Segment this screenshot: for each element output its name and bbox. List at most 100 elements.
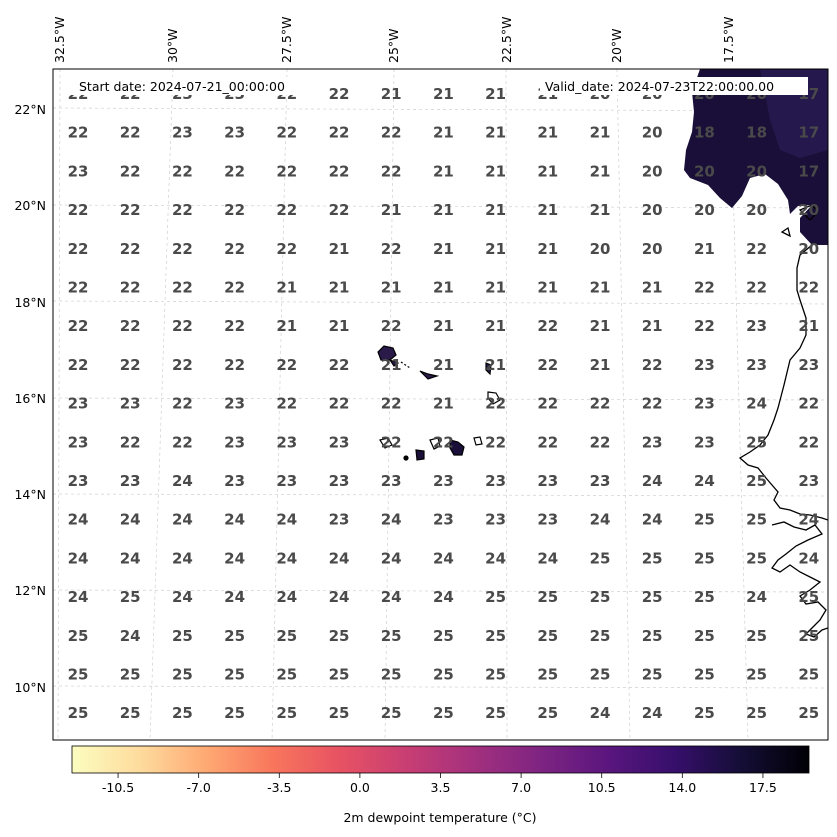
grid-value: 22 xyxy=(224,279,245,297)
grid-value: 24 xyxy=(120,549,141,567)
colorbar-tick-label: 7.0 xyxy=(511,780,531,795)
grid-value: 25 xyxy=(224,666,245,684)
grid-value: 22 xyxy=(694,279,715,297)
grid-value: 25 xyxy=(746,704,767,722)
grid-value: 22 xyxy=(172,240,193,258)
latitude-labels: 22°N 20°N 18°N 16°N 14°N 12°N 10°N xyxy=(14,102,46,695)
grid-value: 23 xyxy=(68,472,89,490)
grid-value: 22 xyxy=(68,356,89,374)
longitude-label: 17.5°W xyxy=(721,17,736,63)
grid-value: 21 xyxy=(537,162,558,180)
grid-value: 23 xyxy=(68,162,89,180)
grid-value: 22 xyxy=(694,317,715,335)
grid-value: 21 xyxy=(485,162,506,180)
grid-value: 25 xyxy=(798,588,819,606)
grid-value: 22 xyxy=(68,279,89,297)
grid-value: 25 xyxy=(172,704,193,722)
grid-value: 25 xyxy=(433,627,454,645)
valid-date-box: Valid_date: 2024-07-23T22:00:00.00 xyxy=(540,77,808,95)
grid-value: 22 xyxy=(172,356,193,374)
grid-value: 23 xyxy=(120,395,141,413)
grid-value: 21 xyxy=(537,279,558,297)
grid-value: 25 xyxy=(746,666,767,684)
grid-value: 22 xyxy=(172,279,193,297)
grid-value: 21 xyxy=(537,240,558,258)
grid-value: 22 xyxy=(537,317,558,335)
grid-value: 22 xyxy=(381,433,402,451)
grid-value: 21 xyxy=(329,240,350,258)
grid-value: 21 xyxy=(485,279,506,297)
grid-value: 22 xyxy=(120,433,141,451)
start-date-box: Start date: 2024-07-21_00:00:00 xyxy=(66,77,311,95)
grid-value: 21 xyxy=(433,356,454,374)
grid-value: 24 xyxy=(120,627,141,645)
grid-value: 22 xyxy=(485,395,506,413)
grid-value: 25 xyxy=(694,704,715,722)
gridlines xyxy=(53,69,828,740)
grid-value: 23 xyxy=(694,356,715,374)
grid-value: 22 xyxy=(329,124,350,142)
grid-value: 24 xyxy=(276,588,297,606)
grid-value: 22 xyxy=(224,240,245,258)
longitude-label: 25°W xyxy=(386,28,401,63)
grid-value: 24 xyxy=(694,472,715,490)
grid-value: 21 xyxy=(642,279,663,297)
grid-value: 25 xyxy=(590,666,611,684)
grid-value: 24 xyxy=(329,549,350,567)
grid-value: 25 xyxy=(694,666,715,684)
colorbar xyxy=(71,745,810,774)
grid-value: 17 xyxy=(798,162,819,180)
grid-value: 22 xyxy=(642,395,663,413)
colorbar-tick-label: 10.5 xyxy=(588,780,616,795)
grid-value: 24 xyxy=(276,549,297,567)
grid-value: 23 xyxy=(329,511,350,529)
grid-value: 20 xyxy=(642,240,663,258)
grid-value: 25 xyxy=(68,704,89,722)
grid-value: 21 xyxy=(798,317,819,335)
grid-value: 22 xyxy=(381,162,402,180)
grid-value: 24 xyxy=(120,511,141,529)
grid-value: 22 xyxy=(172,162,193,180)
grid-value: 24 xyxy=(68,549,89,567)
grid-value: 24 xyxy=(68,588,89,606)
grid-value: 23 xyxy=(485,511,506,529)
grid-value: 24 xyxy=(746,395,767,413)
grid-value: 25 xyxy=(746,627,767,645)
grid-value: 24 xyxy=(329,588,350,606)
grid-value: 25 xyxy=(537,627,558,645)
latitude-label: 10°N xyxy=(14,680,46,695)
grid-value: 21 xyxy=(537,201,558,219)
grid-value: 23 xyxy=(276,433,297,451)
grid-value: 23 xyxy=(329,472,350,490)
grid-value: 24 xyxy=(485,549,506,567)
colorbar-tick-label: -7.0 xyxy=(186,780,210,795)
colorbar-tick-label: 3.5 xyxy=(431,780,451,795)
longitude-label: 32.5°W xyxy=(52,17,67,63)
grid-value: 25 xyxy=(537,666,558,684)
grid-value: 21 xyxy=(590,279,611,297)
grid-value: 22 xyxy=(329,395,350,413)
grid-value: 25 xyxy=(590,549,611,567)
grid-value: 25 xyxy=(746,549,767,567)
grid-value: 25 xyxy=(381,666,402,684)
grid-value: 22 xyxy=(120,240,141,258)
grid-value: 22 xyxy=(276,201,297,219)
grid-value: 23 xyxy=(172,124,193,142)
grid-value: 22 xyxy=(276,395,297,413)
grid-value: 24 xyxy=(224,511,245,529)
grid-value: 21 xyxy=(590,162,611,180)
grid-value: 21 xyxy=(329,279,350,297)
grid-value: 23 xyxy=(68,395,89,413)
grid-value: 17 xyxy=(798,124,819,142)
grid-value: 21 xyxy=(329,317,350,335)
grid-value: 21 xyxy=(433,317,454,335)
grid-value: 24 xyxy=(224,549,245,567)
grid-value: 20 xyxy=(694,162,715,180)
grid-value: 25 xyxy=(694,627,715,645)
longitude-label: 30°W xyxy=(165,28,180,63)
grid-value: 22 xyxy=(537,356,558,374)
grid-value: 25 xyxy=(590,627,611,645)
grid-value: 25 xyxy=(485,588,506,606)
grid-value: 21 xyxy=(485,85,506,103)
grid-value: 25 xyxy=(381,627,402,645)
